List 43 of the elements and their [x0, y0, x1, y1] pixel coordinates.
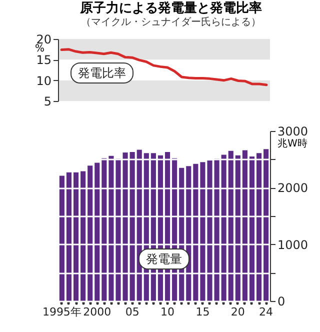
chart-title: 原子力による発電量と発電比率 [79, 0, 262, 16]
bar [249, 156, 255, 301]
x-tick-label: 2000 [83, 306, 112, 318]
bar [73, 172, 79, 301]
y-tick-label: 1000 [278, 238, 308, 252]
y-tick-label: 3000 [278, 124, 308, 138]
bar [116, 158, 121, 301]
bar [108, 156, 114, 301]
y-tick-label: 5 [44, 94, 52, 108]
series-label: 発電量 [146, 252, 182, 266]
x-tick-label: 24 [259, 306, 274, 318]
bar [122, 152, 128, 301]
y-tick-label: 15 [36, 53, 52, 68]
bar [80, 171, 86, 301]
chart-subtitle: （マイクル・シュナイダー氏らによる） [81, 16, 262, 28]
x-tick-label: 10 [160, 306, 175, 318]
bar [228, 150, 234, 301]
bar [66, 172, 72, 301]
line-series [60, 48, 268, 86]
bar [88, 166, 93, 301]
bar [256, 153, 262, 301]
x-tick-label: 05 [125, 306, 140, 318]
bar [102, 158, 107, 301]
y-tick-label: 2000 [278, 181, 308, 196]
x-tick-label: 15 [196, 306, 210, 318]
x-tick-label: 1995年 [42, 306, 82, 318]
bar [242, 150, 248, 301]
bar [214, 158, 220, 301]
y-axis-title: 兆W時 [278, 138, 308, 150]
bar [235, 155, 240, 301]
bar [264, 149, 269, 301]
y-tick-label: 10 [36, 74, 52, 88]
bar [200, 162, 206, 301]
series-label: 発電比率 [78, 66, 126, 80]
bar [207, 160, 212, 301]
bar [221, 154, 226, 301]
bar [59, 176, 64, 301]
bar [130, 152, 135, 301]
bar [94, 162, 100, 301]
x-tick-label: 20 [230, 306, 245, 318]
y-axis-title: % [34, 44, 44, 54]
y-tick-label: 0 [278, 294, 286, 308]
bar [193, 164, 198, 301]
